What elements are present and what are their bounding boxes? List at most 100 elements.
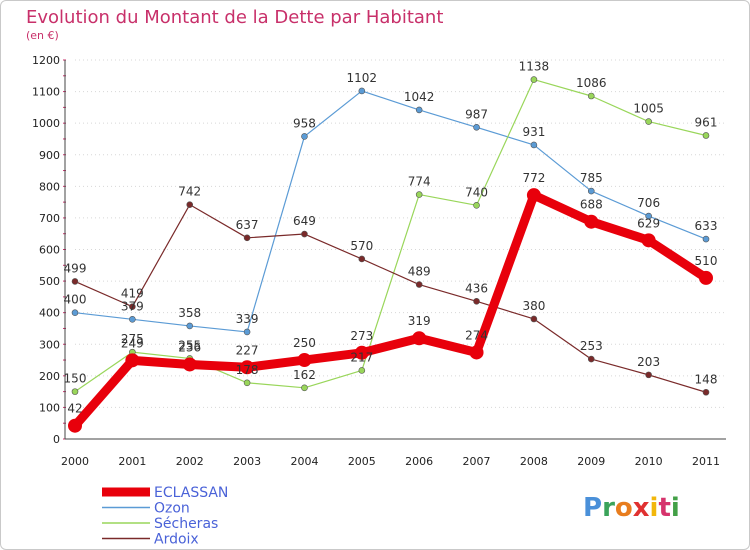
x-tick-label: 2005 — [348, 455, 376, 468]
x-tick-label: 2000 — [61, 455, 89, 468]
y-tick-label: 1200 — [32, 54, 60, 67]
point-secheras — [473, 201, 480, 209]
point-ozon — [587, 187, 595, 195]
point-ozon — [71, 309, 79, 316]
point-ardoix — [702, 388, 710, 396]
logo-letter: x — [633, 493, 650, 523]
point-eclassan — [526, 188, 541, 203]
x-tick-label: 2008 — [520, 455, 548, 468]
point-eclassan — [584, 214, 599, 229]
data-label-ardoix: 742 — [178, 185, 201, 199]
x-tick-label: 2009 — [577, 455, 605, 468]
data-label-eclassan: 236 — [178, 340, 201, 354]
y-tick-label: 100 — [39, 401, 60, 414]
data-label-ardoix: 436 — [465, 281, 488, 295]
data-label-eclassan: 772 — [522, 171, 545, 185]
logo-letter: i — [650, 493, 659, 523]
data-label-secheras: 1005 — [633, 102, 664, 116]
data-label-ozon: 1102 — [347, 71, 378, 85]
point-ozon — [530, 141, 538, 149]
data-label-secheras: 178 — [236, 363, 259, 377]
data-label-ardoix: 489 — [408, 265, 431, 279]
data-label-ardoix: 570 — [350, 239, 373, 253]
point-ozon — [645, 212, 652, 220]
data-label-ardoix: 649 — [293, 214, 316, 228]
point-eclassan — [699, 270, 713, 285]
legend-label-ozon: Ozon — [154, 501, 190, 517]
data-label-secheras: 774 — [408, 175, 431, 189]
y-tick-label: 800 — [39, 180, 60, 193]
point-secheras — [415, 191, 423, 198]
y-tick-label: 500 — [39, 275, 60, 288]
data-label-eclassan: 629 — [637, 216, 660, 230]
x-tick-label: 2002 — [176, 455, 204, 468]
series-line-secheras — [74, 78, 707, 393]
x-tick-label: 2001 — [118, 455, 146, 468]
point-ardoix — [301, 230, 308, 238]
point-ardoix — [530, 315, 538, 323]
point-secheras — [358, 367, 366, 374]
point-eclassan — [412, 331, 427, 346]
point-eclassan — [469, 345, 484, 360]
data-label-ozon: 1042 — [404, 90, 435, 104]
data-label-ozon: 379 — [121, 299, 144, 313]
point-ozon — [186, 322, 194, 330]
point-ozon — [473, 123, 480, 131]
y-tick-label: 200 — [39, 370, 60, 383]
point-secheras — [530, 76, 538, 83]
point-eclassan — [240, 360, 255, 375]
logo-letter: o — [615, 493, 633, 523]
logo-letter: i — [671, 493, 680, 523]
data-label-secheras: 275 — [121, 332, 144, 346]
legend-label-secheras: Sécheras — [154, 516, 218, 532]
point-secheras — [301, 384, 308, 392]
point-ozon — [415, 106, 423, 114]
data-label-ardoix: 637 — [236, 218, 259, 232]
y-tick-label: 600 — [39, 244, 60, 257]
point-ardoix — [71, 278, 79, 285]
data-label-ardoix: 203 — [637, 355, 660, 369]
data-label-eclassan: 688 — [580, 198, 603, 212]
point-secheras — [71, 388, 79, 395]
point-ardoix — [415, 281, 423, 288]
chart-title: Evolution du Montant de la Dette par Hab… — [26, 7, 443, 28]
point-ardoix — [129, 303, 136, 310]
series-line-ozon — [74, 90, 707, 333]
data-label-eclassan: 273 — [350, 329, 373, 343]
data-label-eclassan: 510 — [695, 254, 718, 268]
y-tick-label: 300 — [39, 338, 60, 351]
point-eclassan — [125, 353, 140, 368]
data-label-ardoix: 380 — [522, 299, 545, 313]
data-label-eclassan: 42 — [67, 402, 82, 416]
legend-label-eclassan: ECLASSAN — [154, 485, 228, 501]
point-eclassan — [641, 233, 656, 248]
point-secheras — [587, 92, 595, 100]
logo-letter: P — [583, 493, 602, 523]
proxiti-logo: Proxiti — [583, 493, 680, 523]
data-label-secheras: 150 — [64, 372, 87, 386]
data-label-eclassan: 274 — [465, 328, 488, 342]
point-secheras — [645, 118, 652, 125]
logo-letter: t — [658, 493, 670, 523]
data-label-ardoix: 419 — [121, 287, 144, 301]
x-tick-label: 2003 — [233, 455, 261, 468]
point-eclassan — [354, 345, 369, 360]
data-label-ozon: 633 — [695, 219, 718, 233]
point-ardoix — [186, 201, 194, 208]
data-label-secheras: 740 — [465, 185, 488, 199]
data-label-eclassan: 319 — [408, 314, 431, 328]
x-tick-label: 2004 — [290, 455, 318, 468]
data-label-secheras: 961 — [695, 115, 718, 129]
point-ardoix — [473, 297, 480, 305]
axes: 0 100 200 300 400 500 600 700 800 900 1000 1100 1200… — [32, 54, 726, 468]
data-label-ardoix: 148 — [695, 372, 718, 386]
series-line-eclassan — [70, 190, 711, 431]
data-label-secheras: 1086 — [576, 76, 607, 90]
x-tick-label: 2011 — [692, 455, 720, 468]
data-label-secheras: 162 — [293, 368, 316, 382]
y-tick-label: 900 — [39, 149, 60, 162]
x-tick-label: 2010 — [635, 455, 663, 468]
data-label-secheras: 255 — [178, 338, 201, 352]
